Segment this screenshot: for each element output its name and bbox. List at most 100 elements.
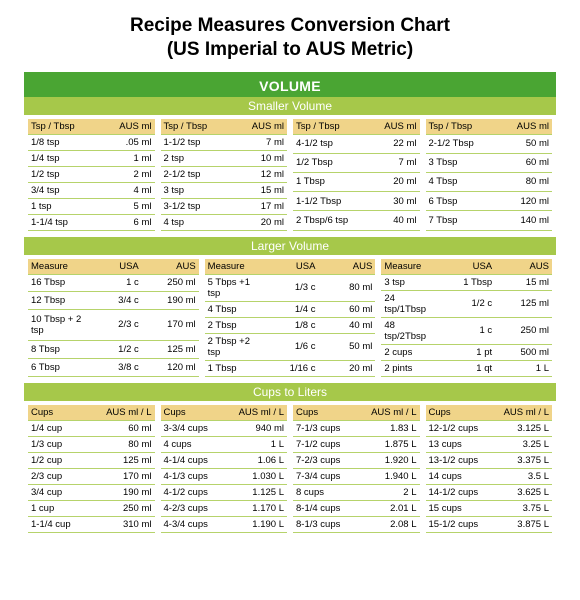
table-cell: 1.920 L (356, 452, 419, 468)
table-cell: 1 Tbsp (438, 274, 495, 290)
table-cell: 4 tsp (161, 214, 224, 230)
table-cell: 120 ml (142, 358, 199, 376)
table-cell: 7 ml (224, 134, 287, 150)
table-cell: 3.875 L (489, 516, 552, 532)
table-cell: 1/6 c (262, 333, 319, 360)
table-cell: 1.940 L (356, 468, 419, 484)
table-cell: 1-1/4 tsp (28, 214, 91, 230)
table-row: 1-1/2 tsp7 ml (161, 134, 288, 150)
table-cell: 2 Tbsp +2 tsp (205, 333, 262, 360)
table-cell: 20 ml (356, 172, 419, 191)
table-cell: 48 tsp/2Tbsp (381, 317, 438, 344)
table-cell: 60 ml (91, 420, 154, 436)
table-cell: 4-3/4 cups (161, 516, 224, 532)
table-cell: 2.08 L (356, 516, 419, 532)
table-row: 7-2/3 cups1.920 L (293, 452, 420, 468)
table-cell: 4 Tbsp (426, 172, 489, 191)
table-row: 1-1/2 Tbsp30 ml (293, 192, 420, 211)
table-row: 2-1/2 Tbsp50 ml (426, 134, 553, 153)
column-header: Measure (28, 259, 85, 275)
title-line2: (US Imperial to AUS Metric) (167, 39, 413, 60)
column-header: AUS ml (356, 119, 419, 135)
table-cell: 17 ml (224, 198, 287, 214)
table-cell: 24 tsp/1Tbsp (381, 290, 438, 317)
table-cell: 6 ml (91, 214, 154, 230)
conversion-table: MeasureUSAAUS3 tsp1 Tbsp15 ml24 tsp/1Tbs… (381, 259, 552, 377)
table-cell: 1.190 L (224, 516, 287, 532)
table-cell: 22 ml (356, 134, 419, 153)
table-cell: 2 L (356, 484, 419, 500)
table-cell: 20 ml (224, 214, 287, 230)
table-cell: 3.5 L (489, 468, 552, 484)
table-cell: 40 ml (318, 317, 375, 333)
table-cell: 1/4 tsp (28, 150, 91, 166)
table-cell: 1.875 L (356, 436, 419, 452)
table-cell: 2-1/2 Tbsp (426, 134, 489, 153)
column-header: USA (85, 259, 142, 275)
table-cell: 8 cups (293, 484, 356, 500)
table-cell: 1-1/4 cup (28, 516, 91, 532)
table-cell: 10 Tbsp + 2 tsp (28, 310, 85, 340)
table-cell: 2.01 L (356, 500, 419, 516)
table-cell: 20 ml (318, 360, 375, 376)
table-row: 1/4 tsp1 ml (28, 150, 155, 166)
table-row: 3 Tbsp60 ml (426, 153, 553, 172)
table-row: 1 cup250 ml (28, 500, 155, 516)
table-cell: 3.75 L (489, 500, 552, 516)
table-cell: 170 ml (91, 468, 154, 484)
table-row: 8-1/4 cups2.01 L (293, 500, 420, 516)
column-header: AUS (142, 259, 199, 275)
table-row: 4-2/3 cups1.170 L (161, 500, 288, 516)
conversion-table: CupsAUS ml / L12-1/2 cups3.125 L13 cups3… (426, 405, 553, 533)
cups-to-liters-grid: CupsAUS ml / L1/4 cup60 ml1/3 cup80 ml1/… (24, 401, 556, 539)
table-cell: 4-1/4 cups (161, 452, 224, 468)
table-cell: 4 Tbsp (205, 301, 262, 317)
table-cell: 2 Tbsp/6 tsp (293, 211, 356, 230)
table-cell: 1/8 tsp (28, 134, 91, 150)
conversion-table: Tsp / TbspAUS ml1/8 tsp.05 ml1/4 tsp1 ml… (28, 119, 155, 231)
table-cell: 12 Tbsp (28, 292, 85, 310)
table-cell: 40 ml (356, 211, 419, 230)
table-cell: 1 c (438, 317, 495, 344)
column-header: Cups (28, 405, 91, 421)
table-row: 48 tsp/2Tbsp1 c250 ml (381, 317, 552, 344)
table-row: 6 Tbsp3/8 c120 ml (28, 358, 199, 376)
table-cell: 1 L (224, 436, 287, 452)
table-cell: 12-1/2 cups (426, 420, 489, 436)
table-cell: 10 ml (224, 150, 287, 166)
column-header: AUS ml (489, 119, 552, 135)
table-cell: 1 pt (438, 344, 495, 360)
table-cell: 15-1/2 cups (426, 516, 489, 532)
table-cell: 14-1/2 cups (426, 484, 489, 500)
table-cell: 1/4 cup (28, 420, 91, 436)
table-row: 1/2 Tbsp7 ml (293, 153, 420, 172)
table-cell: 50 ml (489, 134, 552, 153)
table-row: 1 tsp5 ml (28, 198, 155, 214)
table-cell: 16 Tbsp (28, 274, 85, 292)
table-cell: 30 ml (356, 192, 419, 211)
table-cell: 3 tsp (161, 182, 224, 198)
column-header: AUS (495, 259, 552, 275)
table-cell: 1 tsp (28, 198, 91, 214)
column-header: Cups (161, 405, 224, 421)
table-cell: 125 ml (142, 340, 199, 358)
table-row: 13 cups3.25 L (426, 436, 553, 452)
smaller-volume-grid: Tsp / TbspAUS ml1/8 tsp.05 ml1/4 tsp1 ml… (24, 115, 556, 237)
table-row: 2 Tbsp1/8 c40 ml (205, 317, 376, 333)
table-cell: 3.375 L (489, 452, 552, 468)
table-cell: 1 qt (438, 360, 495, 376)
column-header: AUS (318, 259, 375, 275)
table-row: 7-1/2 cups1.875 L (293, 436, 420, 452)
conversion-table: CupsAUS ml / L1/4 cup60 ml1/3 cup80 ml1/… (28, 405, 155, 533)
table-cell: 3-1/2 tsp (161, 198, 224, 214)
table-row: 4-1/3 cups1.030 L (161, 468, 288, 484)
table-cell: 3 tsp (381, 274, 438, 290)
table-row: 4-3/4 cups1.190 L (161, 516, 288, 532)
table-cell: 8-1/3 cups (293, 516, 356, 532)
table-cell: 1/2 tsp (28, 166, 91, 182)
table-row: 24 tsp/1Tbsp1/2 c125 ml (381, 290, 552, 317)
table-row: 2/3 cup170 ml (28, 468, 155, 484)
table-cell: 1.83 L (356, 420, 419, 436)
table-cell: 4 ml (91, 182, 154, 198)
column-header: Cups (426, 405, 489, 421)
